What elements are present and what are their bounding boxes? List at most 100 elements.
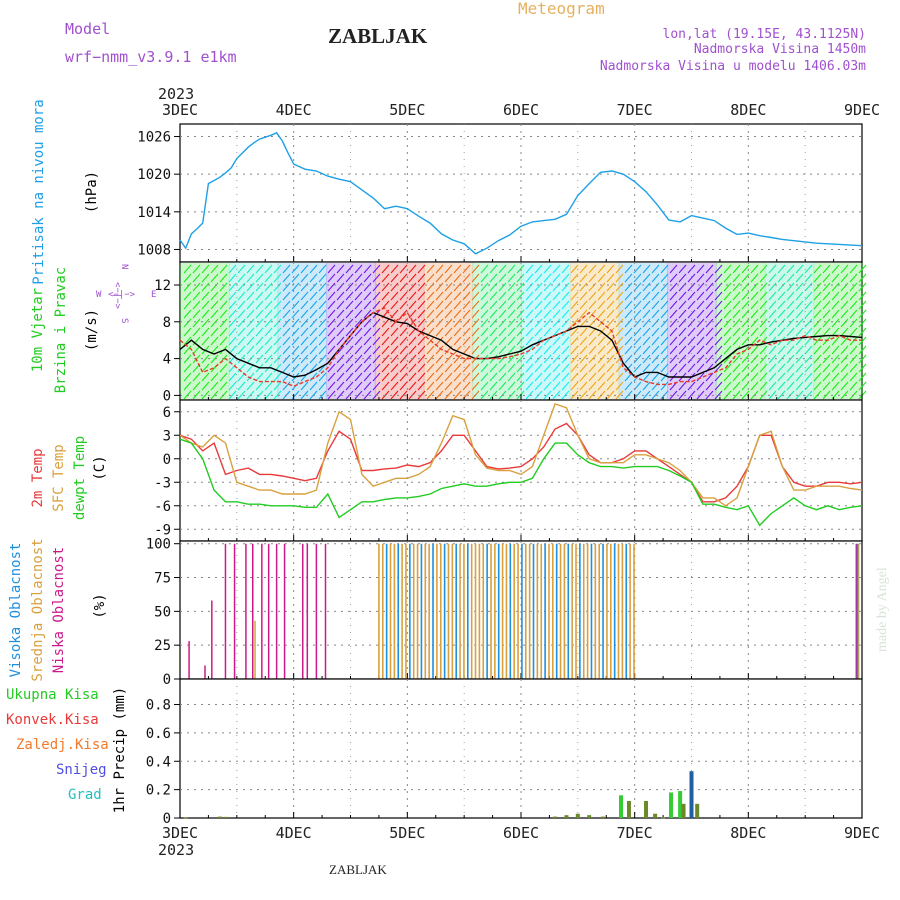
wind-barb (570, 390, 579, 400)
wind-barb (822, 336, 831, 346)
wind-barb (462, 363, 471, 373)
wind-barb (471, 291, 480, 301)
wind-barb (723, 345, 732, 355)
wind-barb (651, 336, 660, 346)
wind-barb (579, 354, 588, 364)
precip-bar (619, 795, 624, 818)
wind-barb (255, 264, 264, 274)
wind-barb (507, 273, 516, 283)
wind-barb (615, 336, 624, 346)
wind-barb (732, 372, 741, 382)
wind-barb (831, 291, 840, 301)
wind-barb (651, 282, 660, 292)
wind-barb (642, 327, 651, 337)
wind-barb (273, 372, 282, 382)
wind-barb (471, 327, 480, 337)
wind-barb (453, 354, 462, 364)
panel-frame (179, 540, 863, 680)
wind-barb (840, 300, 849, 310)
wind-barb (354, 327, 363, 337)
wind-barb (255, 354, 264, 364)
wind-barb (462, 309, 471, 319)
wind-barb (318, 309, 327, 319)
wind-barb (237, 381, 246, 391)
wind-barb (237, 336, 246, 346)
wind-barb (336, 264, 345, 274)
wind-barb (264, 381, 273, 391)
wind-barb (291, 300, 300, 310)
wind-barb (822, 345, 831, 355)
wind-barb (381, 363, 390, 373)
wind-barb (390, 318, 399, 328)
wind-barb (381, 345, 390, 355)
wind-barb (327, 372, 336, 382)
wind-barb (597, 300, 606, 310)
wind-barb (453, 390, 462, 400)
wind-barb (453, 327, 462, 337)
wind-barb (588, 381, 597, 391)
wind-barb (696, 336, 705, 346)
y-tick-label: -6 (154, 499, 171, 515)
wind-barb (723, 282, 732, 292)
wind-barb (354, 291, 363, 301)
wind-barb (372, 381, 381, 391)
wind-barb (336, 309, 345, 319)
wind-barb (849, 300, 858, 310)
wind-barb (201, 336, 210, 346)
wind-barb (255, 336, 264, 346)
wind-barb (309, 318, 318, 328)
wind-barb (525, 291, 534, 301)
wind-barb (858, 282, 867, 292)
wind-barb (750, 309, 759, 319)
wind-barb (426, 300, 435, 310)
wind-barb (417, 354, 426, 364)
wind-barb (759, 273, 768, 283)
wind-barb (264, 282, 273, 292)
wind-barb (759, 309, 768, 319)
wind-barb (426, 390, 435, 400)
wind-barb (606, 354, 615, 364)
wind-barb (687, 336, 696, 346)
wind-barb (696, 354, 705, 364)
y-tick-label: 12 (154, 278, 171, 294)
wind-barb (615, 372, 624, 382)
wind-barb (570, 336, 579, 346)
wind-panel: 0 4 8 12 (154, 261, 867, 404)
wind-barb (633, 336, 642, 346)
precip-bar (669, 792, 674, 818)
wind-barb (201, 309, 210, 319)
wind-barb (363, 264, 372, 274)
wind-barb (489, 291, 498, 301)
wind-barb (795, 282, 804, 292)
wind-barb (354, 318, 363, 328)
wind-barb (642, 363, 651, 373)
wind-barb (255, 282, 264, 292)
wind-barb (849, 264, 858, 274)
wind-barb (777, 363, 786, 373)
y-tick-label: 8 (163, 315, 171, 331)
wind-barb (840, 327, 849, 337)
wind-barb (840, 273, 849, 283)
wind-barb (813, 372, 822, 382)
wind-barb (426, 309, 435, 319)
wind-barb (777, 372, 786, 382)
wind-barb (723, 273, 732, 283)
wind-barb (858, 300, 867, 310)
wind-barb (408, 300, 417, 310)
wind-barb (345, 381, 354, 391)
wind-barb (669, 264, 678, 274)
wind-barb (696, 345, 705, 355)
wind-barb (696, 309, 705, 319)
wind-barb (552, 318, 561, 328)
wind-barb (345, 309, 354, 319)
wind-barb (390, 345, 399, 355)
wind-barb (750, 372, 759, 382)
wind-barb (669, 336, 678, 346)
wind-barb (408, 291, 417, 301)
wind-barb (498, 300, 507, 310)
wind-barb (723, 381, 732, 391)
wind-barb (426, 354, 435, 364)
wind-barb (786, 300, 795, 310)
wind-barb (399, 327, 408, 337)
